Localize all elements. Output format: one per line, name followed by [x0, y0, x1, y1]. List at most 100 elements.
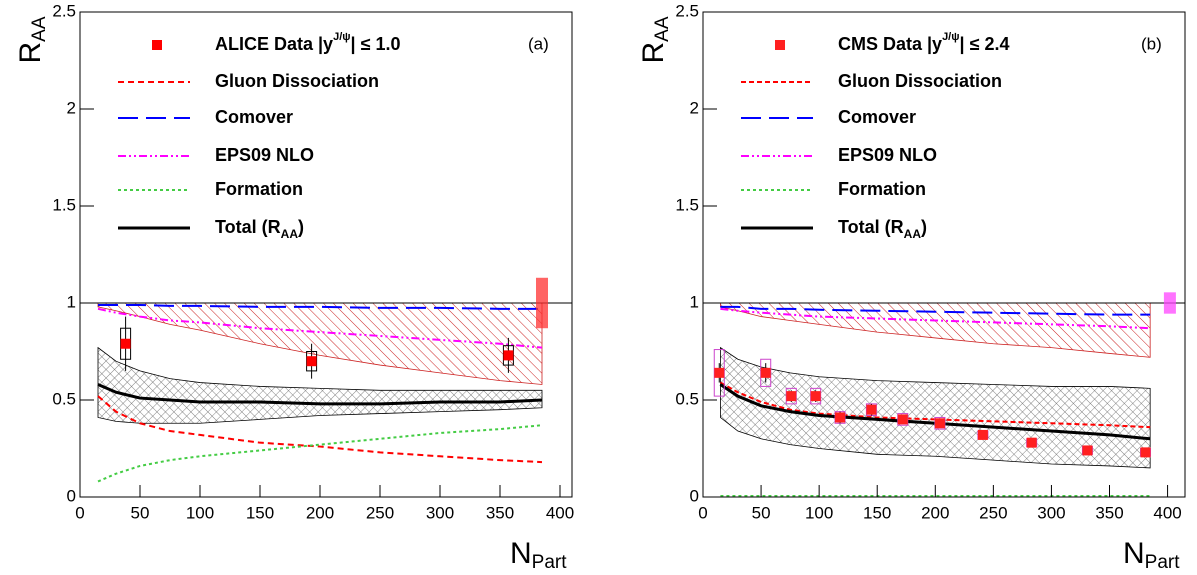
band	[97, 346, 543, 424]
curve	[719, 381, 1151, 429]
y-axis-label: RAA	[14, 16, 50, 63]
legend-label: CMS Data |yJ/ψ| ≤ 2.4	[838, 31, 1009, 54]
panel: 0 50 100 150 200 250 300 350 40000.511.522.5RAAN…	[637, 1, 1186, 573]
y-tick-label: 0.5	[675, 389, 699, 408]
band	[97, 302, 543, 385]
legend-sub: AA	[281, 227, 299, 241]
y-tick-label: 2.5	[675, 1, 699, 20]
legend-text: CMS Data |y	[838, 34, 942, 54]
data-point	[866, 404, 877, 415]
x-tick-label: 0	[698, 503, 707, 522]
legend-label: EPS09 NLO	[838, 145, 937, 165]
data-point	[714, 367, 725, 378]
data-point	[897, 414, 908, 425]
data-point	[1026, 437, 1037, 448]
x-tick-label: 400	[546, 503, 574, 522]
x-tick-label: 150	[863, 503, 891, 522]
x-tick-label: 50	[131, 503, 150, 522]
x-tick-label: 200	[921, 503, 949, 522]
legend-text: | ≤ 1.0	[351, 34, 401, 54]
panel: 0 50 100 150 200 250 300 350 40000.511.522.5RAAN…	[14, 1, 574, 573]
panel-label: (b)	[1141, 34, 1162, 53]
x-tick-label: 350	[1095, 503, 1123, 522]
legend-text: Comover	[838, 107, 916, 127]
y-tick-label: 0.5	[52, 389, 76, 408]
x-axis-label-sub: Part	[532, 552, 568, 573]
x-axis-label-main: N	[1123, 537, 1145, 570]
legend-label: Formation	[215, 179, 303, 199]
legend-sup: J/ψ	[333, 31, 350, 43]
legend-label: EPS09 NLO	[215, 145, 314, 165]
legend-marker	[152, 40, 162, 50]
x-tick-label: 350	[486, 503, 514, 522]
legend-text: EPS09 NLO	[215, 145, 314, 165]
frame	[79, 11, 573, 498]
data-point	[977, 429, 988, 440]
x-tick-label: 50	[752, 503, 771, 522]
legend-label: Comover	[215, 107, 293, 127]
legend-sup: J/ψ	[942, 31, 959, 43]
y-axis-label: RAA	[637, 16, 673, 63]
legend-label: ALICE Data |yJ/ψ| ≤ 1.0	[215, 31, 401, 54]
global-uncertainty	[1163, 292, 1176, 314]
y-tick-label: 0	[67, 486, 76, 505]
legend-marker	[775, 40, 785, 50]
x-tick-label: 250	[366, 503, 394, 522]
y-tick-label: 1.5	[675, 195, 699, 214]
data-point	[306, 356, 317, 367]
data-point	[786, 391, 797, 402]
data-point	[503, 350, 514, 361]
curve	[720, 305, 1151, 316]
x-tick-label: 100	[186, 503, 214, 522]
y-tick-label: 0	[690, 486, 699, 505]
curve	[97, 383, 543, 406]
x-tick-label: 0	[75, 503, 84, 522]
frame	[702, 11, 1186, 498]
legend-label: Total (RAA)	[215, 217, 304, 241]
curve	[719, 383, 1151, 441]
y-tick-label: 1.5	[52, 195, 76, 214]
curve	[97, 395, 543, 464]
legend-label: Total (RAA)	[838, 217, 927, 241]
panel-label: (a)	[528, 34, 549, 53]
y-axis-label-sub: AA	[29, 16, 50, 42]
y-tick-label: 2	[690, 98, 699, 117]
data-point	[120, 338, 131, 349]
legend-label: Gluon Dissociation	[215, 71, 379, 91]
y-axis-label-main: R	[14, 42, 47, 64]
legend-text: Formation	[215, 179, 303, 199]
y-tick-label: 2.5	[52, 1, 76, 20]
x-axis-label: NPart	[1123, 537, 1180, 573]
y-axis-label-sub: AA	[652, 16, 673, 42]
legend-text: | ≤ 2.4	[960, 34, 1010, 54]
legend-text: )	[298, 217, 304, 237]
legend-text: Comover	[215, 107, 293, 127]
y-tick-label: 2	[67, 98, 76, 117]
y-tick-label: 1	[67, 292, 76, 311]
x-axis-label-main: N	[510, 537, 532, 570]
data-point	[810, 391, 821, 402]
x-tick-label: 150	[246, 503, 274, 522]
legend-text: Total (R	[838, 217, 904, 237]
data-point	[835, 412, 846, 423]
data-point	[934, 418, 945, 429]
legend-text: EPS09 NLO	[838, 145, 937, 165]
data-point	[760, 367, 771, 378]
band	[720, 346, 1151, 469]
curve	[98, 303, 542, 310]
y-axis-label-main: R	[637, 42, 670, 64]
x-axis-label: NPart	[510, 537, 567, 573]
legend-label: Comover	[838, 107, 916, 127]
data-point	[1140, 447, 1151, 458]
x-axis-label-sub: Part	[1145, 552, 1181, 573]
y-tick-label: 1	[690, 292, 699, 311]
curve	[720, 307, 1151, 330]
global-uncertainty	[536, 277, 548, 329]
legend-text: )	[921, 217, 927, 237]
legend-sub: AA	[904, 227, 922, 241]
legend-label: Gluon Dissociation	[838, 71, 1002, 91]
legend-text: Gluon Dissociation	[838, 71, 1002, 91]
x-tick-label: 400	[1153, 503, 1181, 522]
legend-text: Total (R	[215, 217, 281, 237]
x-tick-label: 100	[805, 503, 833, 522]
